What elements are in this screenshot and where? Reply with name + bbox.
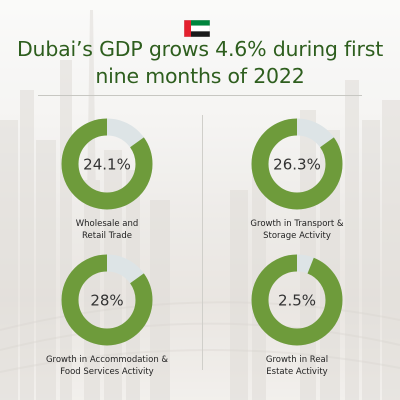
column-divider — [202, 115, 203, 370]
stat-value: 26.3% — [273, 156, 321, 174]
donut-ring: 2.5% — [251, 254, 343, 346]
stat-caption: Growth in Transport & Storage Activity — [250, 219, 344, 241]
stat-value: 28% — [90, 292, 123, 310]
stat-transport-storage: 26.3% Growth in Transport & Storage Acti… — [212, 114, 382, 242]
stat-value: 2.5% — [278, 292, 316, 310]
stat-accommodation-food: 28% Growth in Accommodation & Food Servi… — [22, 250, 192, 378]
stat-real-estate: 2.5% Growth in Real Estate Activity — [212, 250, 382, 378]
stat-wholesale-retail: 24.1% Wholesale and Retail Trade — [22, 114, 192, 242]
headline: Dubai’s GDP grows 4.6% during first nine… — [16, 37, 384, 88]
stat-value: 24.1% — [83, 156, 131, 174]
title-divider — [38, 95, 362, 96]
donut-ring: 26.3% — [251, 118, 343, 210]
stat-caption: Growth in Real Estate Activity — [265, 355, 329, 377]
stat-caption: Growth in Accommodation & Food Services … — [45, 355, 169, 377]
stat-caption: Wholesale and Retail Trade — [75, 219, 139, 241]
uae-flag-icon — [184, 20, 210, 37]
donut-ring: 24.1% — [61, 118, 153, 210]
donut-ring: 28% — [61, 254, 153, 346]
